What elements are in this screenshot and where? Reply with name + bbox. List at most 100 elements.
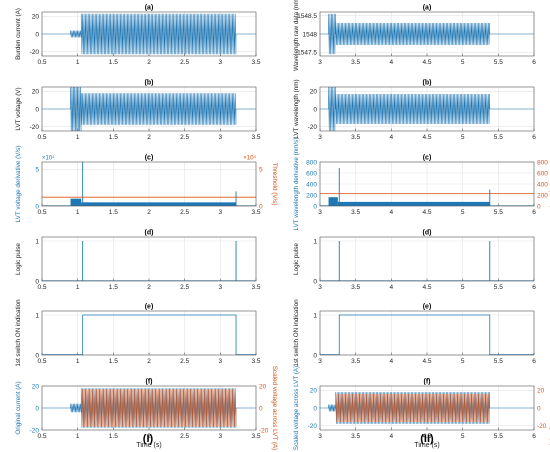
x-tick-label: 5 — [461, 433, 465, 440]
plot-frame — [319, 11, 535, 57]
x-tick-label: 1.5 — [109, 134, 118, 141]
y-axis-label: 1st switch ON indication — [15, 299, 22, 367]
y-tick-label: 20 — [32, 14, 40, 21]
y-tick-label: 1 — [313, 238, 317, 245]
y2-tick-label: 0 — [259, 203, 263, 210]
series-group — [42, 388, 256, 428]
y-axis-label: Burden current (A) — [15, 8, 22, 60]
x-tick-label: 3.5 — [351, 134, 360, 141]
x-tick-label: 3 — [318, 358, 322, 365]
x-tick-label: 2 — [147, 284, 151, 291]
x-tick-label: 3 — [219, 358, 223, 365]
plot-frame — [319, 310, 535, 356]
x-tick-label: 3 — [219, 209, 223, 216]
x-tick-label: 5.5 — [494, 59, 503, 66]
x-tick-label: 2.5 — [180, 134, 189, 141]
x-tick-label: 5 — [461, 358, 465, 365]
y-tick-label: 0 — [35, 31, 39, 38]
panel-label: (d) — [145, 230, 154, 237]
x-tick-label: 6 — [532, 134, 536, 141]
x-tick-label: 3 — [318, 134, 322, 141]
y-tick-label: 20 — [310, 388, 318, 395]
y2-exponent: ×10⁴ — [243, 155, 256, 162]
panel-II-b: 3 3.5 4 4.5 5 5.5 6 -20 0 20 (b) LVT wavelength (nm… — [293, 79, 536, 141]
y-tick-label: 200 — [306, 192, 317, 199]
y-tick-label: 600 — [306, 170, 317, 177]
x-tick-label: 1 — [76, 358, 80, 365]
y-tick-label: 0 — [35, 278, 39, 285]
x-tick-label: 4 — [390, 284, 394, 291]
x-tick-label: 3.5 — [251, 433, 260, 440]
x-tick-label: 3.5 — [351, 358, 360, 365]
y-tick-label: -20 — [308, 423, 318, 430]
y2-tick-label: 600 — [537, 170, 548, 177]
plot-frame — [319, 161, 535, 207]
y-tick-label: 0 — [313, 405, 317, 412]
panel-label: (f) — [424, 379, 431, 386]
x-tick-label: 3 — [318, 284, 322, 291]
x-tick-label: 5.5 — [494, 209, 503, 216]
series-blue-trace — [320, 13, 534, 55]
y2-tick-label: 5 — [259, 167, 263, 174]
panel-I-e: 0.5 1 1.5 2 2.5 3 3.5 0 1 (e) 1st switch ON indica… — [15, 299, 261, 367]
x-tick-label: 3.5 — [251, 284, 260, 291]
panel-I-a: 0.5 1 1.5 2 2.5 3 3.5 -20 0 20 (a) Burden current (… — [15, 5, 261, 67]
x-tick-label: 2 — [147, 134, 151, 141]
x-tick-label: 0.5 — [37, 284, 46, 291]
panel-II-e: 3 3.5 4 4.5 5 5.5 6 0 1 (e) 1st switch ON indicati… — [293, 299, 536, 367]
y-tick-label: 20 — [32, 383, 40, 390]
y-tick-label: 0 — [35, 405, 39, 412]
plot-frame — [41, 86, 257, 132]
y-axis-label: Wavelength raw data (nm) — [293, 0, 300, 71]
x-tick-label: 5.5 — [494, 284, 503, 291]
plot-frame — [41, 161, 257, 207]
panel-label: (a) — [145, 5, 154, 12]
series-blue-trace — [42, 87, 256, 131]
x-tick-label: 3 — [219, 134, 223, 141]
y2-tick-label: -20 — [259, 427, 269, 434]
x-tick-label: 2 — [147, 59, 151, 66]
column-label-I: (I) — [143, 433, 154, 445]
panel-label: (c) — [423, 155, 432, 162]
x-axis-label: Time (s) — [414, 442, 439, 449]
y2-tick-label: 0 — [537, 203, 541, 210]
x-tick-label: 0.5 — [37, 59, 46, 66]
x-tick-label: 5.5 — [494, 134, 503, 141]
y-exponent: ×10⁴ — [42, 155, 55, 162]
x-tick-label: 4.5 — [422, 284, 431, 291]
derivative-band — [328, 197, 338, 206]
derivative-band — [337, 201, 490, 206]
x-tick-label: 2 — [147, 433, 151, 440]
x-tick-label: 4.5 — [422, 358, 431, 365]
x-tick-label: 1 — [76, 209, 80, 216]
panel-label: (d) — [423, 230, 432, 237]
series-group — [42, 87, 256, 131]
y2-tick-label: 0 — [537, 405, 541, 412]
series-orange-trace — [80, 389, 237, 427]
y-tick-label: 0 — [35, 352, 39, 359]
x-tick-label: 3.5 — [251, 209, 260, 216]
y-tick-label: 0 — [35, 106, 39, 113]
y-tick-label: 0 — [313, 278, 317, 285]
x-tick-label: 5 — [461, 134, 465, 141]
x-tick-label: 1.5 — [109, 358, 118, 365]
panel-I-d: 0.5 1 1.5 2 2.5 3 3.5 0 1 (d) Logic pulse — [15, 230, 261, 292]
x-axis-label: Time (s) — [136, 442, 161, 449]
series-blue-trace — [42, 13, 256, 55]
x-tick-label: 2.5 — [180, 433, 189, 440]
y2-tick-label: 20 — [537, 388, 545, 395]
x-tick-label: 2.5 — [180, 59, 189, 66]
x-tick-label: 4.5 — [422, 59, 431, 66]
x-tick-label: 6 — [532, 433, 536, 440]
y-axis-label: Logic pulse — [293, 243, 300, 275]
x-tick-label: 3 — [318, 433, 322, 440]
x-tick-label: 2 — [147, 358, 151, 365]
y2-tick-label: 0 — [259, 405, 263, 412]
x-tick-label: 1.5 — [109, 284, 118, 291]
x-tick-label: 4.5 — [422, 209, 431, 216]
x-tick-label: 2 — [147, 209, 151, 216]
x-tick-label: 1.5 — [109, 209, 118, 216]
plot-frame — [41, 385, 257, 431]
